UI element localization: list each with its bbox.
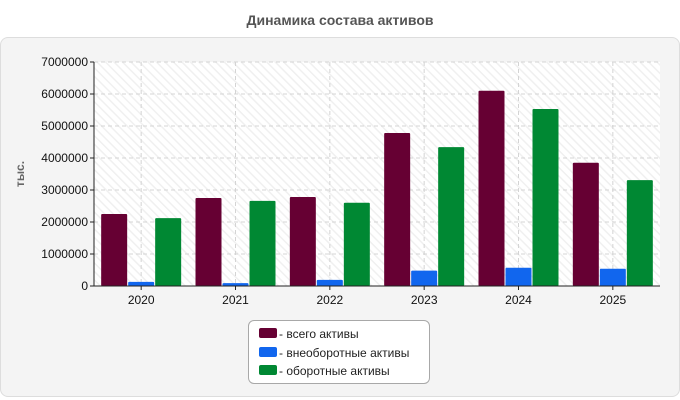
y-tick-label: 7000000 bbox=[41, 55, 88, 69]
x-tick-labels: 2020 2021 2022 2023 2024 2025 bbox=[128, 293, 627, 307]
bar bbox=[438, 147, 465, 286]
legend-label-total: - всего активы bbox=[279, 326, 359, 341]
y-tick-label: 4000000 bbox=[41, 151, 88, 165]
y-tick-label: 6000000 bbox=[41, 87, 88, 101]
bar bbox=[384, 133, 411, 286]
bar bbox=[195, 198, 222, 286]
bar bbox=[222, 283, 249, 286]
y-tick-label: 2000000 bbox=[41, 215, 88, 229]
legend-label-current: - оборотные активы bbox=[279, 363, 390, 378]
bar bbox=[572, 162, 599, 286]
legend-swatch-total bbox=[259, 327, 277, 338]
grid-lines bbox=[90, 61, 660, 290]
legend-swatch-noncurrent bbox=[259, 346, 277, 357]
y-tick-label: 0 bbox=[81, 279, 88, 293]
bar-group bbox=[101, 90, 653, 286]
bar bbox=[128, 281, 155, 286]
x-tick-label: 2022 bbox=[316, 293, 343, 307]
x-tick-label: 2024 bbox=[505, 293, 532, 307]
bar bbox=[532, 109, 559, 286]
bar bbox=[101, 214, 128, 286]
bar bbox=[478, 90, 505, 286]
bar bbox=[343, 202, 370, 286]
legend-swatch-current bbox=[259, 364, 277, 375]
x-tick-label: 2025 bbox=[599, 293, 626, 307]
bar bbox=[289, 197, 316, 286]
legend: - всего активы - внеоборотные активы - о… bbox=[248, 320, 430, 384]
bar bbox=[505, 267, 532, 286]
legend-item-noncurrent: - внеоборотные активы bbox=[259, 345, 410, 360]
legend-label-noncurrent: - внеоборотные активы bbox=[279, 345, 410, 360]
y-tick-label: 1000000 bbox=[41, 247, 88, 261]
axes bbox=[93, 62, 660, 287]
bar bbox=[249, 200, 276, 286]
chart-title: Динамика состава активов bbox=[246, 12, 434, 28]
x-tick-label: 2020 bbox=[128, 293, 155, 307]
y-axis-label: тыс. bbox=[13, 161, 27, 187]
y-tick-label: 3000000 bbox=[41, 183, 88, 197]
y-tick-labels: 0 1000000 2000000 3000000 4000000 5000000 6000… bbox=[41, 55, 88, 293]
x-tick-label: 2023 bbox=[411, 293, 438, 307]
legend-item-current: - оборотные активы bbox=[259, 363, 390, 378]
bar bbox=[411, 270, 438, 286]
y-tick-label: 5000000 bbox=[41, 119, 88, 133]
legend-item-total: - всего активы bbox=[259, 326, 359, 341]
bar bbox=[316, 279, 343, 286]
bar bbox=[626, 180, 653, 286]
bar bbox=[155, 218, 182, 286]
plot-area bbox=[94, 62, 660, 286]
x-tick-label: 2021 bbox=[222, 293, 249, 307]
bar bbox=[599, 268, 626, 286]
